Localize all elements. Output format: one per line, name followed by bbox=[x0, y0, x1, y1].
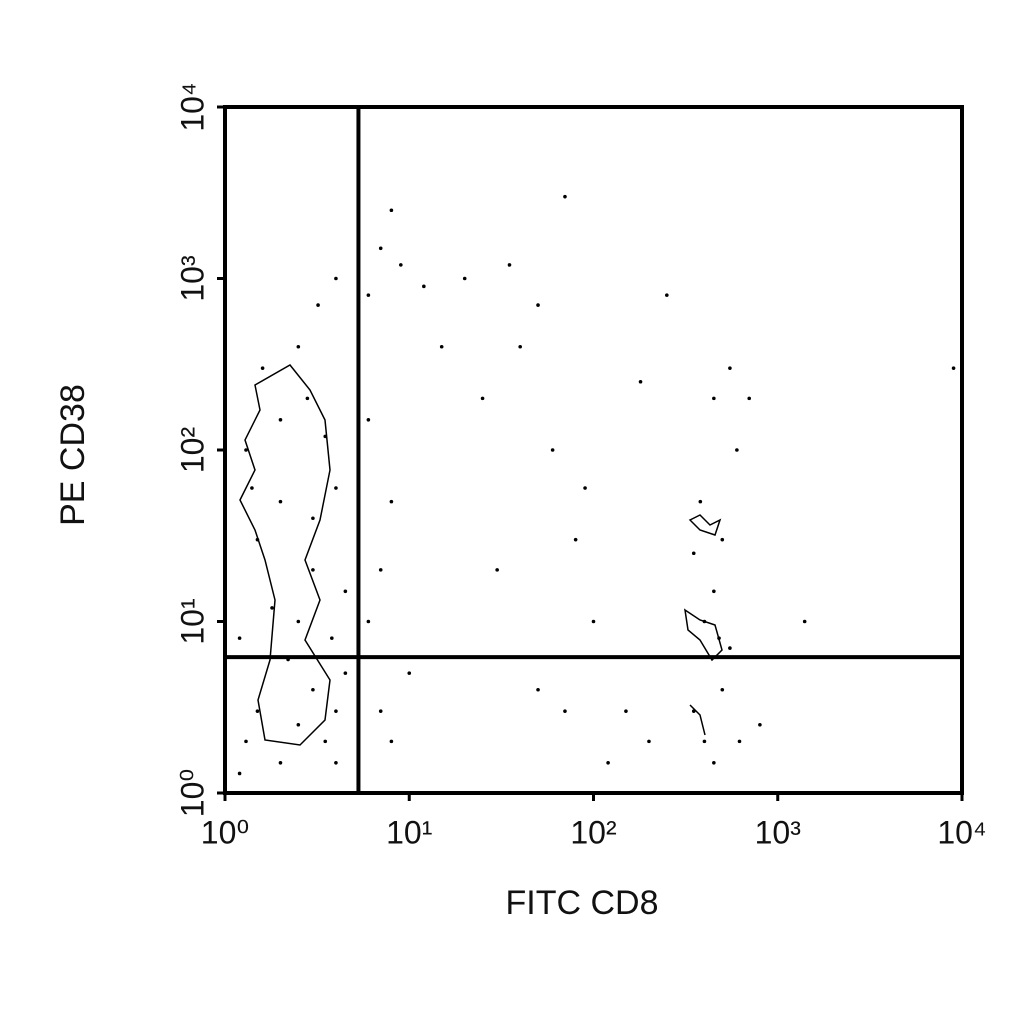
event-dot bbox=[698, 499, 703, 504]
y-axis-label: PE CD38 bbox=[54, 384, 92, 526]
y-tick-label: 10⁴ bbox=[174, 82, 210, 131]
event-dot bbox=[366, 619, 371, 624]
contour bbox=[239, 364, 331, 746]
event-dot bbox=[407, 671, 412, 675]
event-dot bbox=[563, 194, 567, 199]
event-dot bbox=[728, 366, 732, 370]
event-dot bbox=[712, 589, 716, 594]
y-tick-label: 10² bbox=[174, 427, 210, 474]
event-dot bbox=[334, 276, 338, 281]
event-dot bbox=[583, 486, 587, 490]
event-dot bbox=[366, 293, 371, 297]
event-dot bbox=[720, 537, 725, 542]
event-dot bbox=[480, 396, 485, 401]
contour bbox=[684, 514, 723, 736]
event-dot bbox=[747, 396, 752, 401]
x-tick-label: 10¹ bbox=[386, 814, 432, 850]
x-tick-label: 10⁴ bbox=[937, 814, 986, 850]
event-dot bbox=[311, 687, 315, 692]
event-dot bbox=[720, 687, 725, 692]
event-dot bbox=[717, 636, 721, 640]
event-dot bbox=[550, 448, 555, 452]
y-tick-label: 10³ bbox=[174, 255, 210, 302]
event-dot bbox=[399, 263, 403, 267]
event-dot bbox=[691, 709, 696, 713]
event-dot bbox=[691, 551, 696, 556]
event-dot bbox=[702, 739, 707, 744]
event-dot bbox=[389, 739, 394, 744]
event-dot bbox=[712, 761, 716, 765]
x-tick-label: 10³ bbox=[755, 814, 802, 850]
event-dot bbox=[712, 396, 716, 401]
event-dot bbox=[389, 208, 394, 213]
event-dot bbox=[270, 606, 274, 610]
event-dot bbox=[536, 687, 540, 692]
event-dot bbox=[802, 619, 807, 624]
event-dot bbox=[378, 246, 383, 251]
event-dot bbox=[702, 619, 707, 624]
event-dot bbox=[316, 303, 320, 307]
event-dot bbox=[737, 739, 742, 744]
event-dot bbox=[296, 619, 301, 624]
event-dot bbox=[250, 486, 254, 490]
event-dot bbox=[278, 418, 283, 422]
event-dot bbox=[278, 499, 283, 504]
event-dot bbox=[951, 366, 956, 370]
event-dot bbox=[536, 303, 540, 307]
event-dot bbox=[728, 646, 732, 650]
event-dot bbox=[343, 589, 348, 594]
event-dot bbox=[624, 709, 628, 713]
event-dot bbox=[311, 516, 315, 521]
event-dot bbox=[563, 709, 567, 713]
event-dot bbox=[330, 636, 334, 640]
event-dot bbox=[606, 761, 610, 765]
event-dot bbox=[735, 448, 739, 452]
y-tick-label: 10¹ bbox=[174, 598, 210, 644]
event-dot bbox=[334, 761, 338, 765]
event-dot bbox=[366, 418, 371, 422]
event-dot bbox=[378, 709, 383, 713]
event-dot bbox=[244, 739, 248, 744]
event-dot bbox=[334, 486, 338, 490]
plot-frame bbox=[223, 105, 964, 795]
event-dot bbox=[462, 276, 467, 281]
event-dot bbox=[378, 568, 383, 572]
event-dot bbox=[296, 344, 301, 349]
event-dot bbox=[237, 636, 242, 640]
event-dot bbox=[323, 739, 328, 744]
event-dot bbox=[244, 448, 248, 452]
event-dot bbox=[389, 499, 394, 504]
event-dot bbox=[638, 379, 643, 384]
event-dot bbox=[647, 739, 651, 744]
event-dot bbox=[495, 568, 499, 572]
event-dot bbox=[260, 366, 265, 370]
event-dot bbox=[323, 434, 328, 439]
event-dot bbox=[518, 344, 522, 349]
y-tick-label: 10⁰ bbox=[174, 769, 210, 817]
event-dot bbox=[305, 396, 310, 401]
event-dot bbox=[507, 263, 512, 267]
event-dot bbox=[665, 293, 669, 297]
event-dot bbox=[758, 722, 762, 727]
event-dot bbox=[296, 722, 301, 727]
x-tick-label: 10⁰ bbox=[201, 814, 249, 850]
event-dot bbox=[439, 344, 444, 349]
x-tick-label: 10² bbox=[570, 814, 617, 850]
event-dot bbox=[311, 568, 315, 572]
x-axis-label: FITC CD8 bbox=[506, 884, 659, 922]
event-dot bbox=[237, 771, 242, 776]
event-dot bbox=[255, 537, 260, 542]
event-dot bbox=[334, 709, 338, 713]
event-dot bbox=[573, 537, 578, 542]
event-dot bbox=[422, 284, 426, 289]
event-dot bbox=[591, 619, 596, 624]
event-dot bbox=[343, 671, 348, 675]
event-dot bbox=[278, 761, 283, 765]
event-dot bbox=[255, 709, 260, 713]
